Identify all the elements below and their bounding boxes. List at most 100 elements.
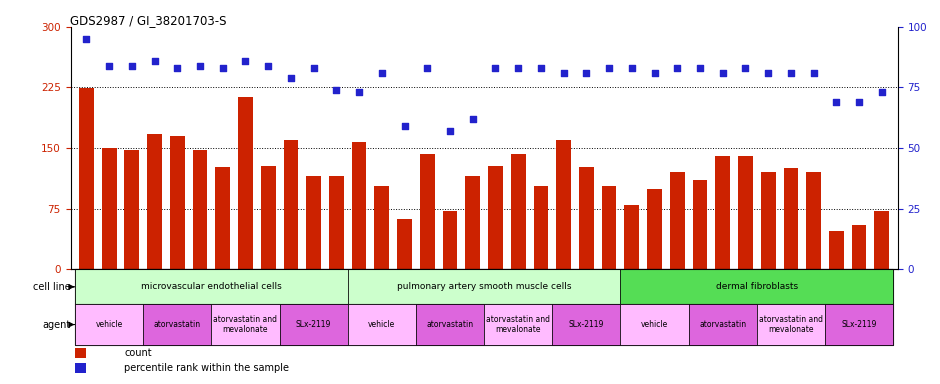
Bar — [510, 154, 525, 269]
Point — [510, 65, 525, 71]
Bar — [620, 269, 893, 305]
Bar — [143, 305, 212, 345]
Bar — [260, 166, 275, 269]
Text: microvascular endothelial cells: microvascular endothelial cells — [141, 282, 282, 291]
Point — [579, 70, 594, 76]
Point — [170, 65, 185, 71]
Bar — [874, 211, 889, 269]
Point — [306, 65, 321, 71]
Bar — [306, 176, 321, 269]
Text: dermal fibroblasts: dermal fibroblasts — [715, 282, 798, 291]
Bar — [74, 348, 86, 358]
Bar — [825, 305, 893, 345]
Bar — [374, 186, 389, 269]
Point — [715, 70, 730, 76]
Text: atorvastatin: atorvastatin — [154, 320, 201, 329]
Text: cell line: cell line — [33, 282, 70, 292]
Point — [783, 70, 798, 76]
Point — [193, 63, 208, 69]
Point — [215, 65, 230, 71]
Bar — [79, 88, 94, 269]
Bar — [488, 166, 503, 269]
Bar — [279, 305, 348, 345]
Point — [260, 63, 275, 69]
Bar — [624, 205, 639, 269]
Point — [760, 70, 776, 76]
Point — [397, 123, 412, 129]
Text: GDS2987 / GI_38201703-S: GDS2987 / GI_38201703-S — [70, 14, 227, 27]
Bar — [443, 211, 458, 269]
Bar — [579, 167, 594, 269]
Bar — [689, 305, 757, 345]
Text: SLx-2119: SLx-2119 — [841, 320, 877, 329]
Text: SLx-2119: SLx-2119 — [296, 320, 331, 329]
Bar — [329, 176, 344, 269]
Text: atorvastatin: atorvastatin — [699, 320, 746, 329]
Point — [352, 89, 367, 95]
Bar — [647, 189, 662, 269]
Point — [465, 116, 480, 122]
Point — [533, 65, 548, 71]
Point — [102, 63, 117, 69]
Bar — [484, 305, 553, 345]
Text: agent: agent — [42, 319, 70, 329]
Bar — [212, 305, 279, 345]
Point — [79, 36, 94, 42]
Bar — [784, 168, 798, 269]
Bar — [398, 219, 412, 269]
Bar — [284, 140, 298, 269]
Text: vehicle: vehicle — [96, 320, 123, 329]
Point — [874, 89, 889, 95]
Bar — [553, 305, 620, 345]
Bar — [148, 134, 162, 269]
Point — [669, 65, 684, 71]
Bar — [738, 156, 753, 269]
Point — [807, 70, 822, 76]
Bar — [602, 186, 617, 269]
Bar — [420, 154, 434, 269]
Text: count: count — [124, 348, 152, 358]
Point — [329, 87, 344, 93]
Point — [556, 70, 572, 76]
Point — [624, 65, 639, 71]
Bar — [852, 225, 867, 269]
Text: vehicle: vehicle — [368, 320, 396, 329]
Bar — [556, 140, 571, 269]
Bar — [620, 305, 689, 345]
Point — [420, 65, 435, 71]
Point — [647, 70, 662, 76]
Bar — [829, 230, 844, 269]
Bar — [415, 305, 484, 345]
Text: SLx-2119: SLx-2119 — [569, 320, 604, 329]
Bar — [193, 150, 208, 269]
Point — [443, 128, 458, 134]
Point — [602, 65, 617, 71]
Point — [488, 65, 503, 71]
Text: atorvastatin and
mevalonate: atorvastatin and mevalonate — [759, 315, 822, 334]
Point — [124, 63, 139, 69]
Bar — [757, 305, 825, 345]
Bar — [348, 305, 415, 345]
Bar — [215, 167, 230, 269]
Bar — [760, 172, 776, 269]
Bar — [807, 172, 821, 269]
Text: pulmonary artery smooth muscle cells: pulmonary artery smooth muscle cells — [397, 282, 572, 291]
Point — [374, 70, 389, 76]
Bar — [102, 148, 117, 269]
Bar — [715, 156, 730, 269]
Text: atorvastatin and
mevalonate: atorvastatin and mevalonate — [213, 315, 277, 334]
Text: atorvastatin and
mevalonate: atorvastatin and mevalonate — [486, 315, 550, 334]
Bar — [534, 186, 548, 269]
Bar — [74, 362, 86, 373]
Bar — [75, 305, 143, 345]
Point — [284, 75, 299, 81]
Bar — [124, 150, 139, 269]
Bar — [352, 142, 367, 269]
Bar — [348, 269, 620, 305]
Bar — [693, 180, 708, 269]
Bar — [75, 269, 348, 305]
Point — [829, 99, 844, 105]
Bar — [465, 176, 480, 269]
Point — [738, 65, 753, 71]
Text: vehicle: vehicle — [641, 320, 668, 329]
